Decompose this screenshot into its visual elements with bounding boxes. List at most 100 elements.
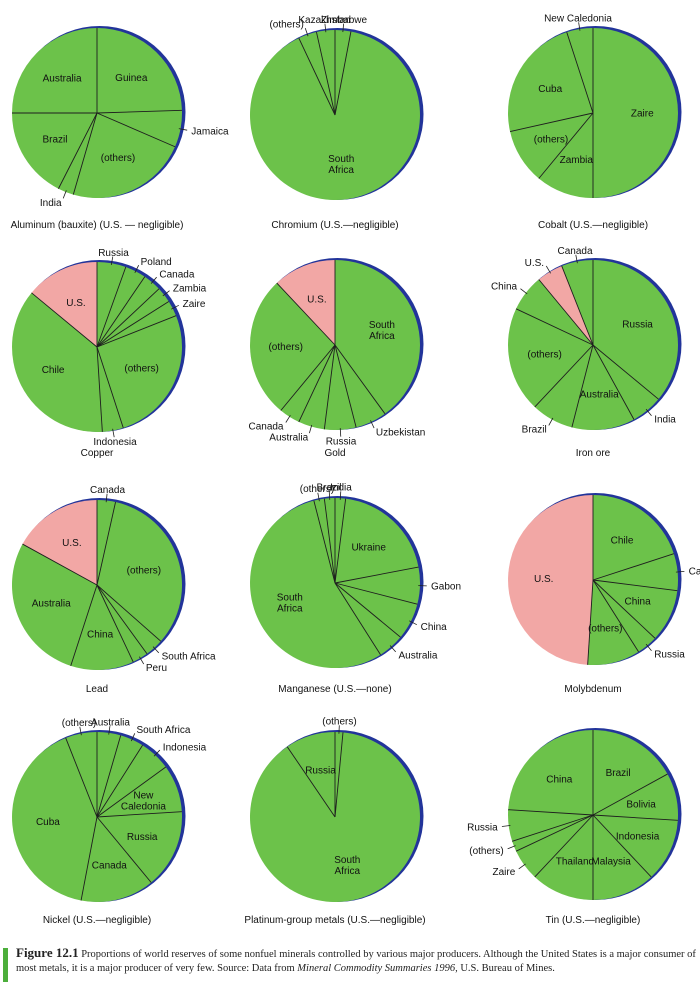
pie-slice-others (510, 113, 593, 179)
pie-title: Tin (U.S.—negligible) (546, 915, 641, 926)
pie-slice-u-s (508, 495, 593, 665)
pie-divider (592, 344, 659, 400)
pie-divider (96, 266, 127, 348)
pie-slice-others (250, 283, 335, 411)
pie-slice-india (58, 113, 97, 195)
label-leader (112, 428, 115, 438)
pie-divider (334, 31, 352, 116)
slice-label-china: China (491, 282, 518, 293)
slice-label-others: (others) (101, 153, 135, 164)
pie-divider (80, 816, 98, 901)
slice-label-jamaica: Jamaica (191, 127, 229, 138)
slice-label-south-africa: South Africa (137, 725, 191, 736)
pie-divider (538, 279, 594, 346)
pie-slice-australia (571, 345, 634, 431)
pie-divider (592, 773, 668, 816)
pie-divider (72, 112, 98, 195)
label-leader (548, 417, 554, 426)
slice-label-australia: Australia (269, 433, 308, 444)
pie-slice-cuba (508, 32, 593, 132)
pie-title: Lead (86, 684, 108, 695)
pie-slice-canada (561, 260, 593, 345)
pie-chart-manganese: India Ukraine Gabon China Australia South Afri… (250, 483, 461, 695)
slice-label-brazil: Brazil (42, 134, 67, 145)
slice-label-others: (others) (268, 342, 302, 353)
label-leader (62, 190, 67, 199)
pie-divider (286, 746, 336, 818)
pie-divider (592, 814, 652, 878)
label-leader (342, 23, 345, 33)
label-leader (545, 265, 551, 274)
slice-label-zaire: Zaire (183, 299, 206, 310)
pie-divider (280, 344, 336, 411)
pie-slice-malaysia (593, 815, 652, 900)
slice-label-u-s: U.S. (62, 538, 81, 549)
slice-label-south-africa: South Africa (277, 593, 303, 615)
slice-label-russia: Russia (467, 823, 498, 834)
pie-slice-cuba (12, 737, 97, 901)
pie-slice-china (593, 580, 678, 639)
caption-source-title: Mineral Commodity Summaries 1996, (297, 963, 458, 974)
slice-label-peru: Peru (146, 663, 167, 674)
label-leader (501, 825, 511, 827)
pie-chart-cobalt: Zaire Zambia (others) Cuba New Caledonia Coba… (508, 14, 682, 231)
label-leader (105, 493, 108, 503)
pie-slice-china (508, 730, 593, 815)
slice-label-u-s: U.S. (307, 295, 326, 306)
slice-label-china: China (421, 622, 448, 633)
label-leader (317, 492, 320, 502)
slice-label-others: (others) (469, 846, 503, 857)
slice-label-indonesia: Indonesia (163, 743, 207, 754)
pie-divider (96, 501, 116, 586)
slice-label-russia: Russia (127, 832, 158, 843)
pie-slice-thailand (534, 815, 593, 900)
slice-label-cuba: Cuba (538, 84, 562, 95)
pie-divider (334, 582, 418, 605)
slice-label-south-africa: South Africa (162, 652, 216, 663)
pie-divider (334, 498, 347, 584)
pie-slice-south-africa (250, 500, 381, 668)
pie-divider (96, 301, 170, 348)
slice-label-new-caledonia: New Caledonia (544, 14, 612, 25)
pie-title: Chromium (U.S.—negligible) (271, 220, 398, 231)
pie-chart-iron: Russia India Australia Brazil (others) China U… (491, 246, 682, 459)
label-leader (507, 845, 516, 850)
label-leader (575, 254, 578, 264)
slice-label-brazil: Brazil (522, 425, 547, 436)
pie-slice-australia (12, 28, 97, 113)
pie-slice-others (73, 113, 176, 198)
pie-divider (592, 579, 678, 592)
slice-label-australia: Australia (43, 74, 82, 85)
pie-slice-indonesia (593, 815, 678, 877)
label-leader (324, 23, 327, 33)
pie-slice-u-s (276, 260, 335, 345)
slice-label-ukraine: Ukraine (351, 543, 386, 554)
label-leader (645, 408, 652, 416)
pie-slice-zaire (593, 28, 678, 198)
pie-slice-zambia (538, 113, 593, 198)
pie-divider (534, 814, 594, 878)
slice-label-russia: Russia (326, 436, 357, 447)
pie-divider (298, 344, 336, 423)
pie-chart-copper: Russia Poland Canada Zambia Zaire (others) Ind… (12, 248, 207, 459)
pie-divider (96, 584, 148, 655)
slice-label-others: (others) (527, 350, 561, 361)
label-leader (162, 290, 170, 297)
slice-label-u-s: U.S. (525, 258, 544, 269)
slice-label-south-africa: South Africa (334, 855, 360, 877)
label-leader (285, 415, 291, 423)
pie-slice-zambia (97, 288, 169, 347)
slice-label-china: China (546, 775, 573, 786)
pie-slice-u-s (22, 499, 97, 585)
label-leader (645, 643, 652, 651)
pie-divider (96, 315, 177, 348)
pie-divider (96, 584, 134, 663)
pie-divider (70, 584, 98, 666)
label-leader (139, 656, 145, 665)
caption-source-prefix: Source: Data from (217, 963, 295, 974)
pie-slice-gabon (335, 567, 420, 605)
pie-divider (334, 344, 357, 428)
label-leader (108, 726, 111, 735)
pie-slice-peru (97, 585, 147, 662)
